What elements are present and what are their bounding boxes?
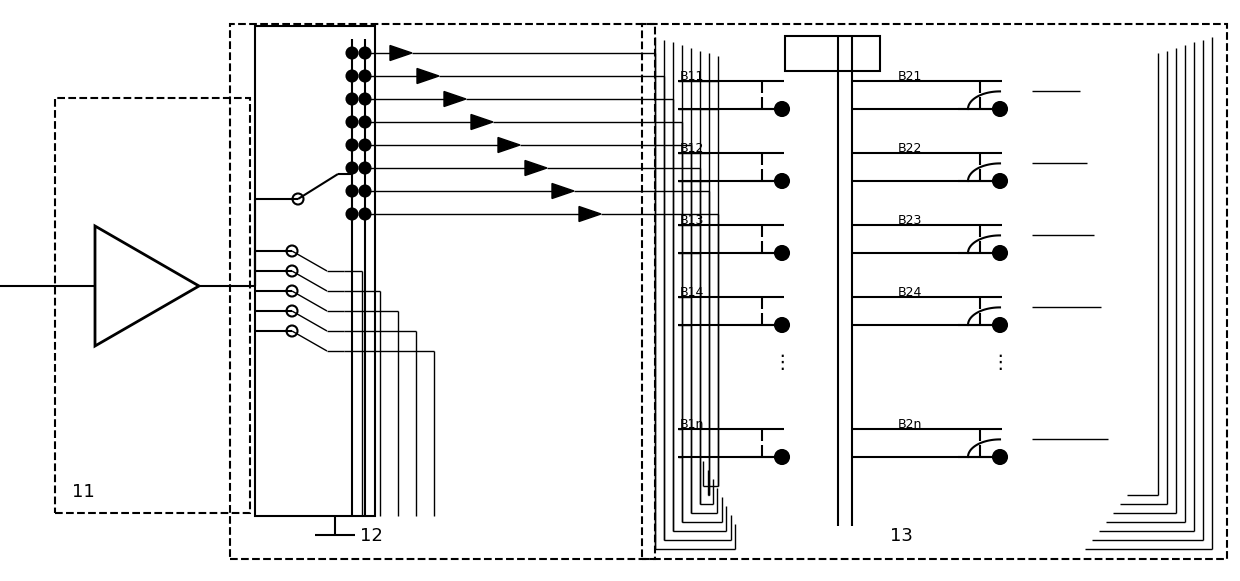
Circle shape xyxy=(360,185,371,196)
Polygon shape xyxy=(444,91,466,106)
Bar xyxy=(255,26,374,516)
Bar xyxy=(785,36,880,71)
Circle shape xyxy=(360,139,371,150)
Circle shape xyxy=(346,70,357,81)
Text: 11: 11 xyxy=(72,483,94,501)
Circle shape xyxy=(346,94,357,105)
Text: B23: B23 xyxy=(898,213,923,227)
Polygon shape xyxy=(391,45,412,60)
Polygon shape xyxy=(579,206,601,221)
Circle shape xyxy=(775,246,789,260)
Circle shape xyxy=(360,48,371,59)
Bar xyxy=(229,24,655,559)
Circle shape xyxy=(775,318,789,332)
Circle shape xyxy=(346,163,357,174)
Bar xyxy=(642,24,1228,559)
Circle shape xyxy=(360,209,371,220)
Text: B1n: B1n xyxy=(680,418,704,431)
Text: B2n: B2n xyxy=(898,418,923,431)
Text: ⋮: ⋮ xyxy=(991,353,1009,372)
Text: B21: B21 xyxy=(898,70,923,83)
Polygon shape xyxy=(417,69,439,84)
Polygon shape xyxy=(552,184,574,199)
Circle shape xyxy=(346,139,357,150)
Bar xyxy=(55,98,250,513)
Circle shape xyxy=(993,246,1007,260)
Circle shape xyxy=(993,450,1007,464)
Polygon shape xyxy=(471,114,494,130)
Circle shape xyxy=(346,48,357,59)
Circle shape xyxy=(360,94,371,105)
Circle shape xyxy=(346,209,357,220)
Text: ⋮: ⋮ xyxy=(773,353,792,372)
Circle shape xyxy=(775,102,789,116)
Polygon shape xyxy=(525,160,547,175)
Text: 12: 12 xyxy=(360,527,383,545)
Circle shape xyxy=(993,174,1007,188)
Polygon shape xyxy=(498,138,520,152)
Circle shape xyxy=(993,102,1007,116)
Text: B14: B14 xyxy=(680,285,704,299)
Circle shape xyxy=(360,117,371,127)
Circle shape xyxy=(775,174,789,188)
Text: B11: B11 xyxy=(680,70,704,83)
Circle shape xyxy=(775,450,789,464)
Text: B12: B12 xyxy=(680,142,704,155)
Circle shape xyxy=(360,70,371,81)
Text: B22: B22 xyxy=(898,142,923,155)
Circle shape xyxy=(360,163,371,174)
Text: B13: B13 xyxy=(680,213,704,227)
Circle shape xyxy=(993,318,1007,332)
Text: B24: B24 xyxy=(898,285,923,299)
Circle shape xyxy=(346,185,357,196)
Text: 13: 13 xyxy=(890,527,913,545)
Circle shape xyxy=(346,117,357,127)
